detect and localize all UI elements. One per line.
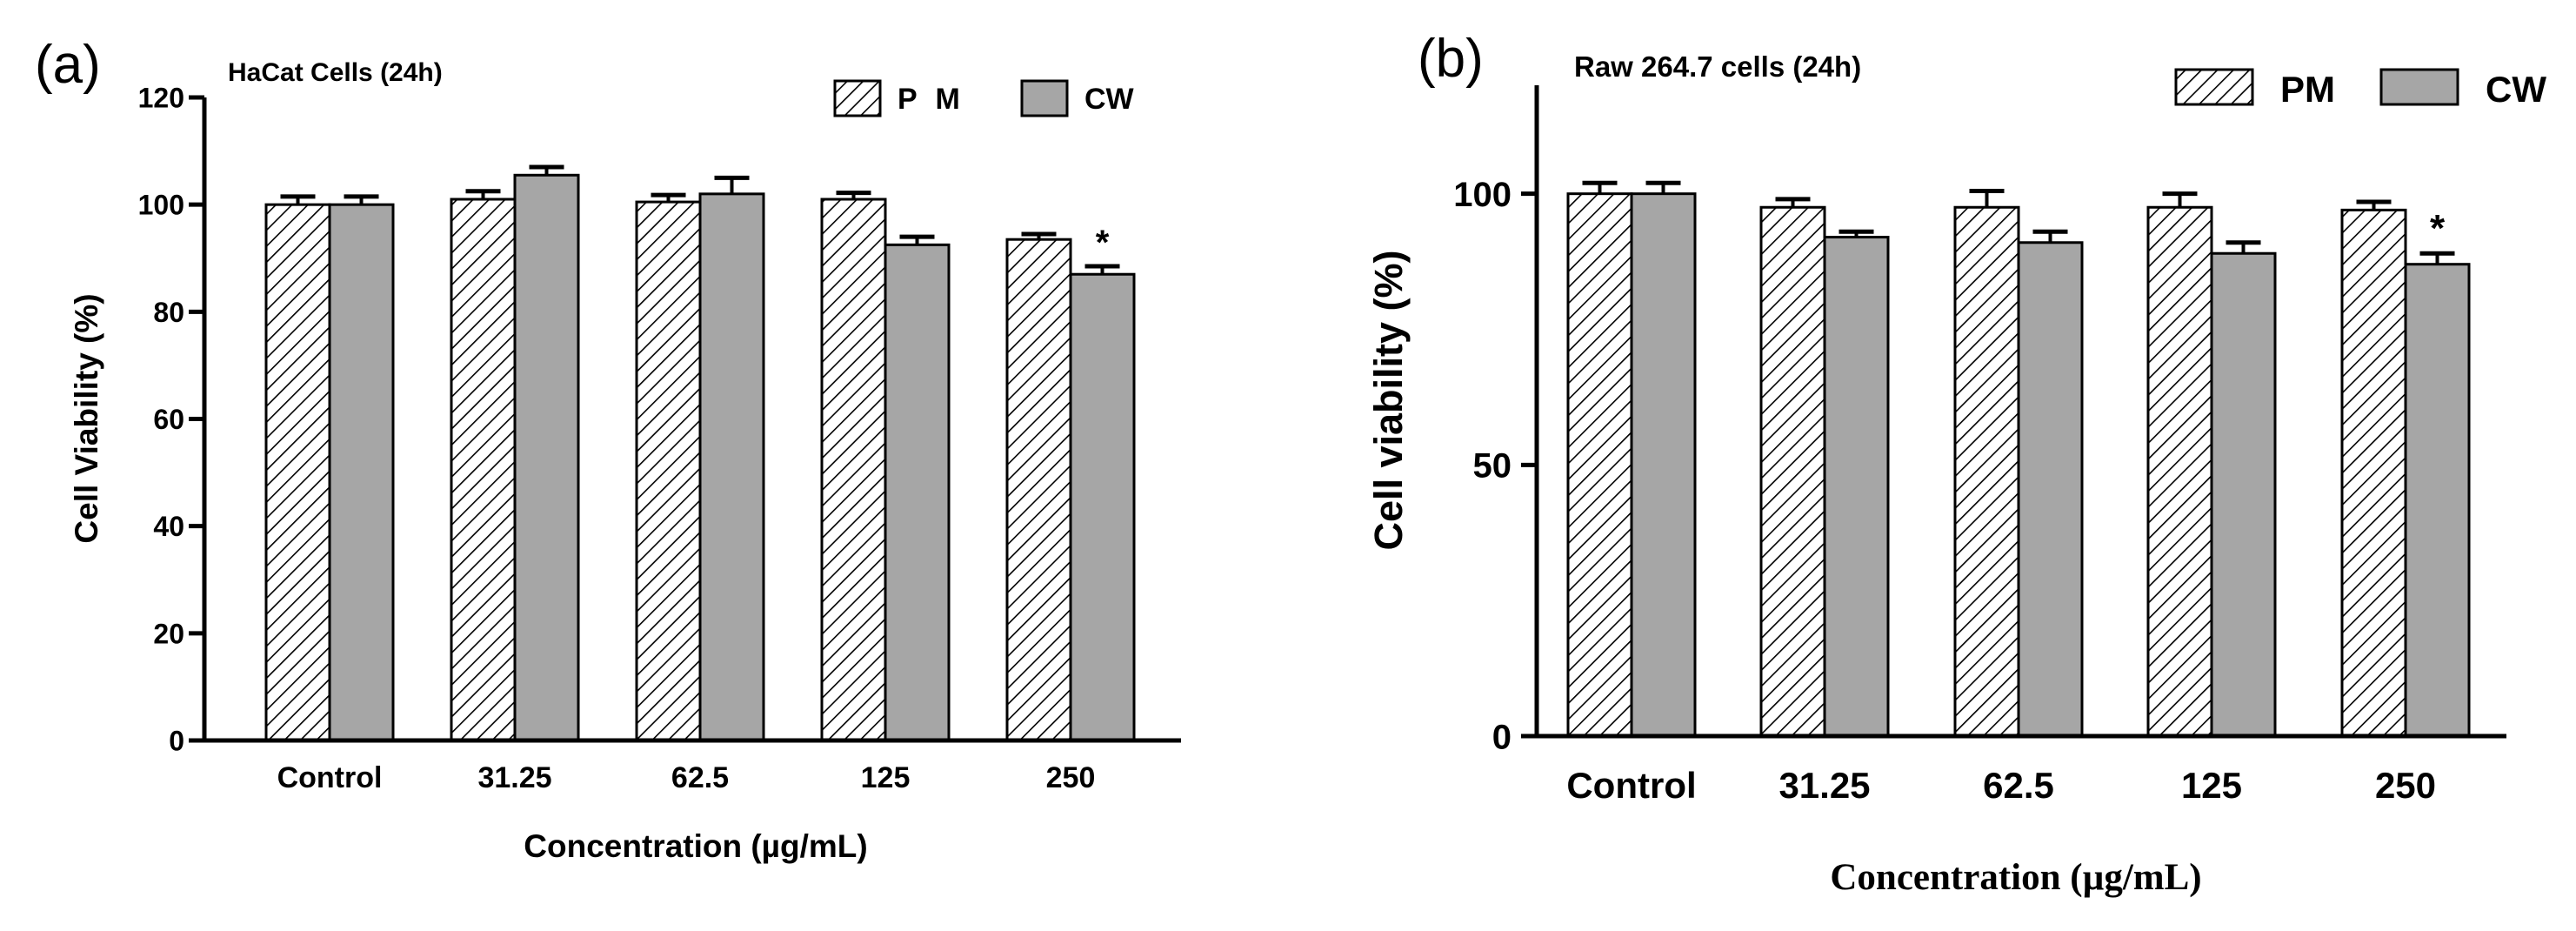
legend-swatch-cw (2379, 68, 2459, 106)
x-tick-label: 31.25 (477, 761, 551, 794)
bar-pm-125 (820, 198, 887, 742)
bar-cw-62_5 (2017, 241, 2084, 738)
y-axis-label: Cell Viability (%) (69, 293, 104, 543)
panel-label: (a) (35, 35, 101, 95)
y-tick-label: 100 (1453, 176, 1512, 214)
legend-swatch-pm (833, 79, 882, 117)
chart-title: HaCat Cells (24h) (228, 58, 443, 87)
bar-cw-31_25 (513, 173, 580, 742)
bar-pm-250 (2340, 208, 2407, 738)
bars: * (1566, 180, 2471, 738)
x-tick-labels: Control 31.25 62.5 125 250 (1566, 765, 2436, 806)
x-tick-label: Control (277, 761, 383, 794)
bar-pm-62_5 (1953, 205, 2020, 738)
legend-label-cw: CW (1084, 83, 1135, 116)
bar-cw-125 (884, 243, 951, 742)
panel-label: (b) (1418, 29, 1484, 89)
legend: P M CW (833, 79, 1135, 117)
x-tick-label: 31.25 (1779, 765, 1870, 806)
bars: * (264, 164, 1136, 742)
x-tick-label: 125 (861, 761, 911, 794)
legend-label-cw: CW (2486, 69, 2546, 110)
bar-cw-31_25 (1823, 236, 1890, 738)
significance-star: * (2430, 207, 2446, 250)
y-tick-label: 100 (138, 190, 184, 221)
y-tick-label: 40 (153, 511, 184, 542)
x-tick-label: 250 (1046, 761, 1096, 794)
x-tick-label: 62.5 (1983, 765, 2054, 806)
y-tick-label: 0 (169, 726, 184, 757)
bar-pm-250 (1005, 238, 1072, 742)
legend-label-pm: P M (898, 83, 965, 116)
bar-cw-250 (2404, 263, 2471, 738)
y-tick-labels: 0 50 100 (1453, 176, 1537, 756)
chart-panel-b: (b) Raw 264.7 cells (24h) PM CW 0 50 100 *… (1366, 29, 2546, 898)
bar-pm-control (264, 203, 331, 742)
bar-cw-125 (2210, 251, 2277, 738)
x-tick-label: 125 (2181, 765, 2242, 806)
legend-label-pm: PM (2280, 69, 2335, 110)
chart-title: Raw 264.7 cells (24h) (1574, 50, 1861, 83)
x-tick-label: 250 (2375, 765, 2436, 806)
bar-cw-62_5 (698, 192, 765, 742)
y-tick-label: 0 (1492, 718, 1512, 756)
x-axis-label: Concentration (µg/mL) (524, 828, 867, 864)
x-tick-label: 62.5 (671, 761, 729, 794)
y-tick-labels: 0 20 40 60 80 100 120 (138, 83, 204, 757)
y-tick-label: 120 (138, 83, 184, 114)
x-axis-label: Concentration (µg/mL) (1830, 857, 2201, 898)
bar-cw-250 (1069, 272, 1136, 742)
x-tick-label: Control (1566, 765, 1696, 806)
bar-cw-control (1630, 192, 1697, 738)
legend-swatch-cw (1020, 79, 1069, 117)
bar-pm-control (1566, 192, 1633, 738)
bar-pm-31_25 (450, 198, 517, 742)
y-axis-label: Cell viability (%) (1366, 250, 1411, 550)
y-tick-label: 20 (153, 618, 184, 649)
bar-pm-31_25 (1759, 205, 1826, 738)
y-tick-label: 80 (153, 297, 184, 328)
x-tick-labels: Control 31.25 62.5 125 250 (277, 761, 1096, 794)
bar-pm-62_5 (635, 200, 702, 742)
bar-pm-125 (2146, 205, 2213, 738)
chart-panel-a: (a) HaCat Cells (24h) P M CW 0 20 40 60 80 10… (35, 35, 1181, 864)
legend: PM CW (2174, 68, 2546, 110)
y-tick-label: 60 (153, 404, 184, 435)
significance-star: * (1096, 224, 1110, 262)
legend-swatch-pm (2174, 68, 2254, 106)
bar-cw-control (328, 203, 395, 742)
y-tick-label: 50 (1473, 447, 1512, 486)
